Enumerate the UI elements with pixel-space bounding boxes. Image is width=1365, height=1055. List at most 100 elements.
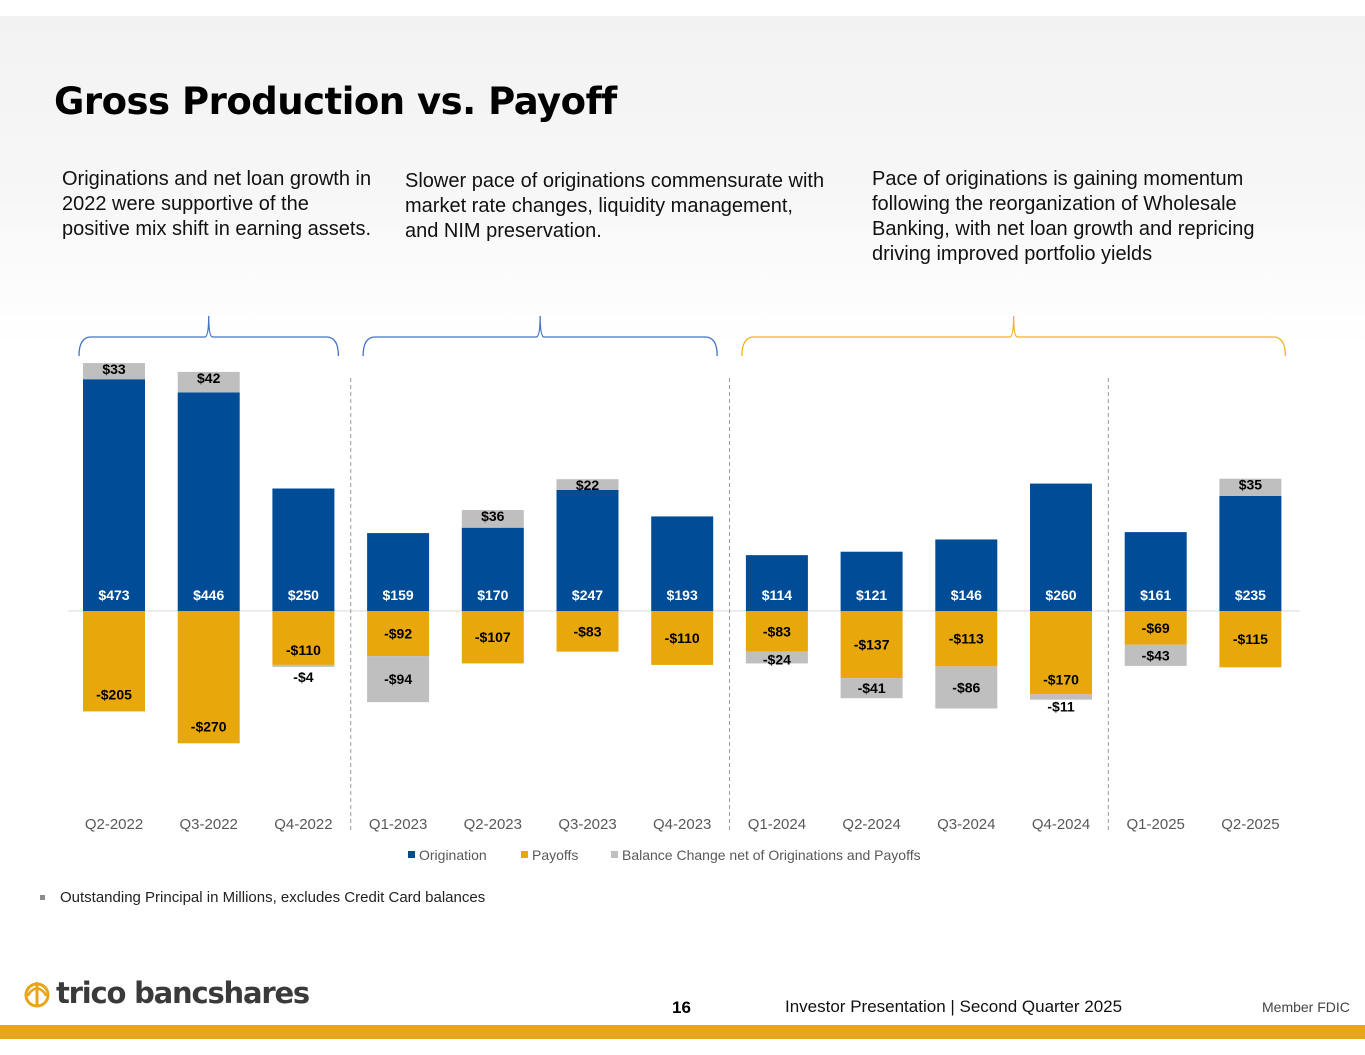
- payoff-value-label: -$137: [854, 637, 890, 653]
- legend-label: Balance Change net of Originations and P…: [622, 847, 921, 863]
- balance-value-label: $42: [197, 370, 221, 386]
- payoff-bar: [1124, 611, 1187, 645]
- origination-bar: [651, 516, 714, 611]
- balance-value-label: -$94: [384, 671, 412, 687]
- balance-bar: [935, 666, 998, 709]
- group-bracket: [362, 315, 718, 357]
- origination-bar: [745, 555, 808, 611]
- category-label: Q2-2024: [842, 816, 900, 833]
- origination-value-label: $146: [951, 587, 982, 603]
- payoff-value-label: -$83: [763, 623, 791, 639]
- balance-bar: [1219, 478, 1282, 496]
- origination-value-label: $235: [1235, 587, 1266, 603]
- payoff-bar: [272, 611, 335, 665]
- origination-value-label: $247: [572, 587, 603, 603]
- balance-value-label: -$4: [293, 669, 313, 685]
- origination-value-label: $159: [383, 587, 414, 603]
- origination-bar: [1219, 495, 1282, 611]
- origination-value-label: $260: [1045, 587, 1076, 603]
- origination-value-label: $193: [667, 587, 698, 603]
- origination-bar: [935, 539, 998, 611]
- payoff-value-label: -$69: [1142, 620, 1170, 636]
- balance-bar: [83, 363, 145, 380]
- origination-bar: [1030, 483, 1092, 611]
- category-label: Q2-2022: [85, 816, 143, 833]
- payoff-value-label: -$205: [96, 686, 132, 702]
- footnote-text: Outstanding Principal in Millions, exclu…: [60, 889, 486, 906]
- payoff-bar: [461, 611, 524, 664]
- origination-value-label: $250: [288, 587, 319, 603]
- origination-bar: [272, 488, 335, 611]
- logo-text: trico bancshares: [56, 976, 310, 1010]
- payoff-value-label: -$113: [949, 631, 984, 647]
- group-bracket: [78, 315, 340, 357]
- payoff-bar: [83, 611, 145, 712]
- payoff-value-label: -$170: [1043, 671, 1079, 687]
- origination-value-label: $446: [193, 587, 224, 603]
- balance-value-label: $22: [576, 477, 600, 493]
- legend-swatch: [611, 851, 618, 858]
- category-label: Q1-2024: [748, 816, 806, 833]
- category-label: Q4-2022: [274, 816, 332, 833]
- payoff-bar: [745, 611, 808, 652]
- legend-label: Payoffs: [532, 847, 578, 863]
- payoff-value-label: -$110: [665, 630, 700, 646]
- company-logo: trico bancshares: [22, 976, 310, 1010]
- balance-value-label: $35: [1239, 477, 1263, 493]
- origination-bar: [461, 527, 524, 611]
- origination-value-label: $121: [856, 587, 887, 603]
- payoff-bar: [840, 611, 903, 679]
- origination-value-label: $473: [98, 587, 129, 603]
- payoff-bar: [935, 611, 998, 667]
- origination-bar: [840, 551, 903, 611]
- origination-bar: [1124, 532, 1187, 611]
- balance-bar: [1030, 694, 1092, 700]
- origination-value-label: $161: [1140, 587, 1171, 603]
- balance-bar: [272, 664, 335, 667]
- legend-swatch: [408, 851, 415, 858]
- payoff-value-label: -$92: [384, 626, 412, 642]
- legend-label: Origination: [419, 847, 487, 863]
- balance-value-label: -$43: [1142, 647, 1170, 663]
- category-label: Q3-2024: [937, 816, 995, 833]
- payoff-bar: [367, 611, 430, 657]
- balance-bar: [177, 371, 240, 393]
- production-payoff-chart: $473 $33 -$205 Q2-2022 $446 $42 -$270 Q3-2022 $2…: [68, 315, 1300, 863]
- origination-value-label: $114: [762, 587, 793, 603]
- payoff-value-label: -$110: [286, 642, 321, 658]
- bottom-accent-bar: [0, 1025, 1365, 1039]
- payoff-bar: [651, 611, 714, 665]
- category-label: Q4-2024: [1032, 816, 1090, 833]
- origination-bar: [367, 533, 430, 611]
- origination-bar: [177, 392, 240, 611]
- square-bullet-icon: [40, 895, 45, 900]
- origination-bar: [83, 379, 145, 611]
- payoff-bar: [177, 611, 240, 744]
- category-label: Q2-2023: [464, 816, 522, 833]
- balance-value-label: -$86: [952, 679, 980, 695]
- slide-title: Gross Production vs. Payoff: [54, 80, 617, 123]
- origination-bar: [556, 489, 619, 611]
- origination-value-label: $170: [477, 587, 508, 603]
- header-background: [0, 16, 1365, 346]
- note-2023: Slower pace of originations commensurate…: [405, 170, 825, 242]
- balance-bar: [840, 678, 903, 699]
- wheat-logo-icon: [24, 982, 50, 1008]
- category-label: Q3-2022: [180, 816, 238, 833]
- balance-value-label: -$11: [1047, 698, 1074, 714]
- category-label: Q1-2023: [369, 816, 427, 833]
- balance-bar: [745, 651, 808, 664]
- category-label: Q4-2023: [653, 816, 711, 833]
- category-label: Q1-2025: [1127, 816, 1185, 833]
- balance-value-label: -$24: [763, 652, 791, 668]
- balance-value-label: $33: [102, 361, 126, 377]
- category-label: Q2-2025: [1221, 816, 1279, 833]
- payoff-value-label: -$270: [191, 718, 227, 734]
- balance-bar: [1124, 644, 1187, 666]
- payoff-value-label: -$115: [1233, 631, 1268, 647]
- payoff-bar: [1219, 611, 1282, 668]
- note-2024-2025: Pace of originations is gaining momentum…: [872, 168, 1255, 265]
- category-label: Q3-2023: [558, 816, 616, 833]
- legend-swatch: [521, 851, 528, 858]
- balance-value-label: -$41: [858, 680, 886, 696]
